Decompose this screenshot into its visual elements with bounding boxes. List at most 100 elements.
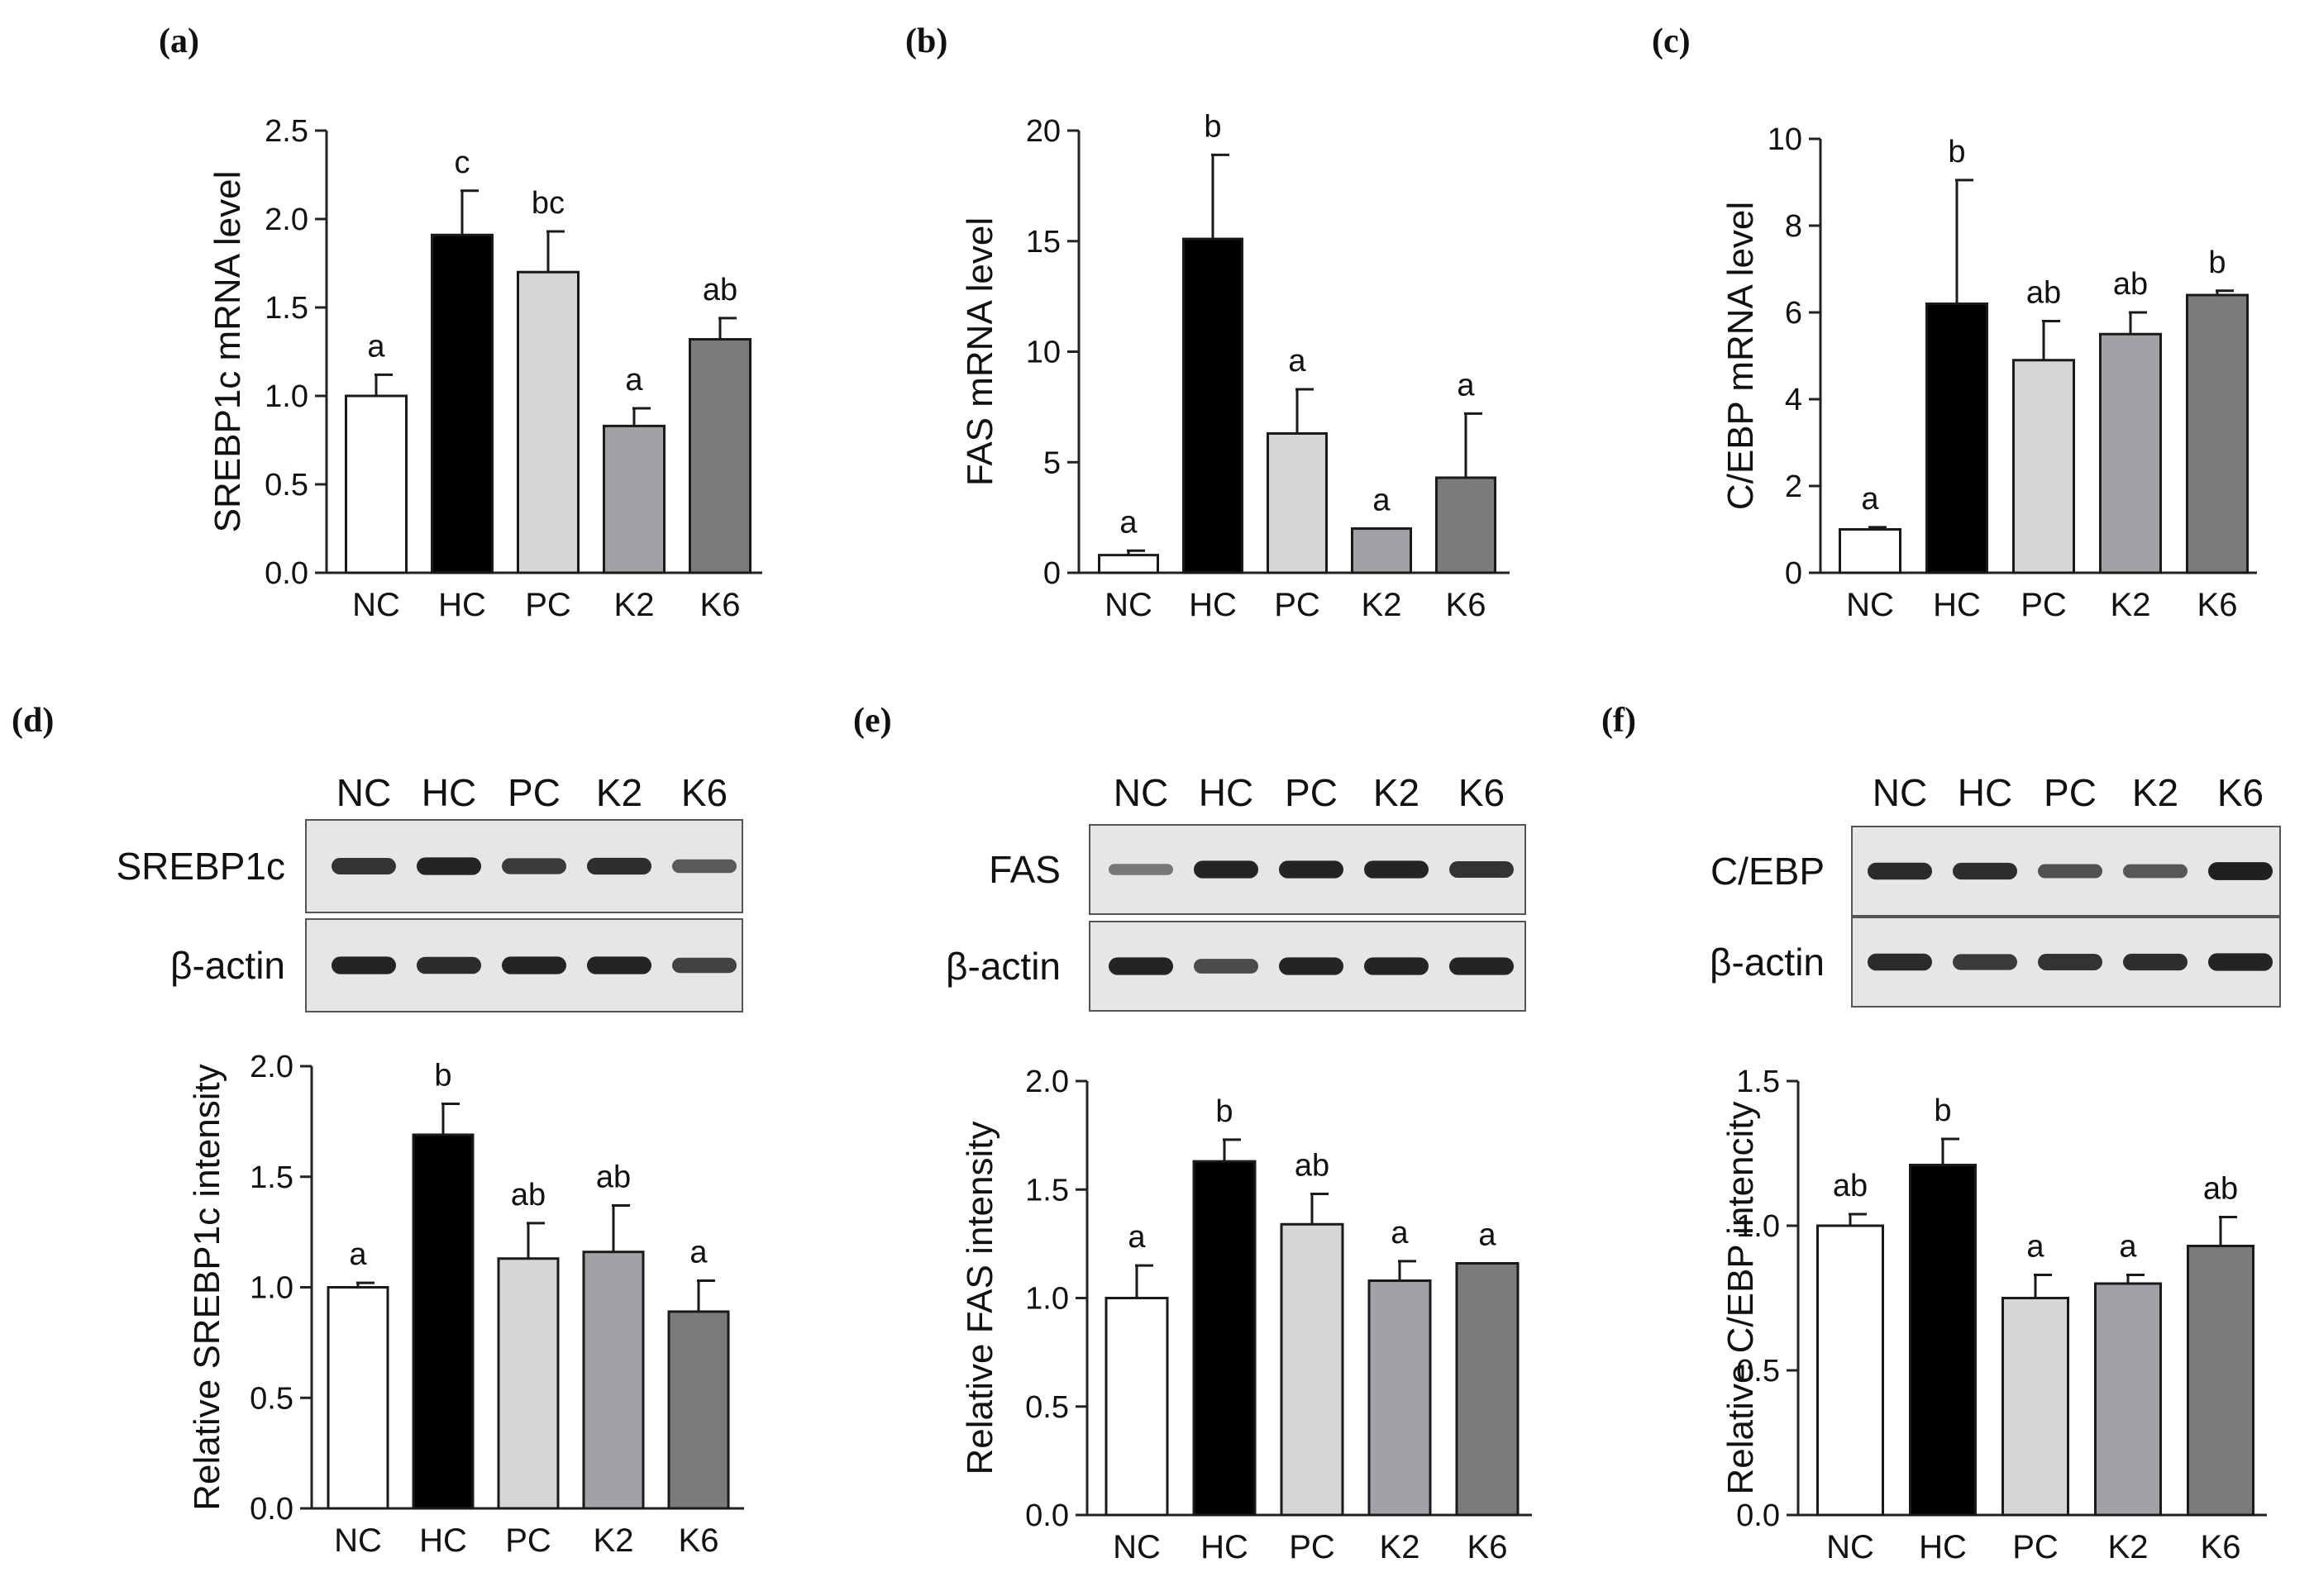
chart-e-fas-intensity: 0.0 0.5 1.0 1.5 2.0 Relative FAS intensity a NC… <box>960 1065 1532 1565</box>
blot-band-control-hc <box>1194 959 1258 974</box>
bar-k6 <box>1435 476 1496 574</box>
y-tick-label: 0.0 <box>265 556 308 591</box>
x-tick-label-nc: NC <box>334 1522 382 1559</box>
panel-letter-e: (e) <box>853 702 892 740</box>
western-blot-e: NC HC PC K2 K6 FAS β-actin <box>946 771 1526 1012</box>
significance-label-hc: b <box>1204 109 1221 144</box>
bar-hc <box>1192 1160 1257 1517</box>
blot-band-target-hc <box>1194 860 1258 879</box>
blot-lane-label-nc: NC <box>1114 771 1168 814</box>
y-tick-label: 2 <box>1785 469 1802 504</box>
blot-band-target-k2 <box>1364 860 1429 879</box>
bar-nc <box>345 394 408 574</box>
x-tick-label-pc: PC <box>1289 1529 1335 1565</box>
blot-band-target-k2 <box>2123 864 2188 879</box>
y-tick-label: 0 <box>1043 556 1061 591</box>
x-tick-label-hc: HC <box>1189 587 1237 623</box>
y-tick-label: 0.5 <box>250 1381 293 1416</box>
blot-lane-label-nc: NC <box>1873 771 1927 814</box>
blot-lane-label-k6: K6 <box>681 771 728 814</box>
significance-label-pc: bc <box>532 186 565 221</box>
blot-band-control-hc <box>1953 954 2017 970</box>
bar-nc <box>1839 528 1901 574</box>
bar-k6 <box>689 338 751 574</box>
bar-k2 <box>2094 1282 2162 1517</box>
significance-label-k6: ab <box>703 273 737 307</box>
panel-letter-c: (c) <box>1652 22 1691 60</box>
bar-pc <box>1267 431 1328 574</box>
x-tick-label-k2: K2 <box>2108 1529 2149 1565</box>
blot-band-target-pc <box>502 858 566 874</box>
blot-band-control-pc <box>1279 957 1343 975</box>
y-tick-label: 8 <box>1785 209 1802 244</box>
bar-hc <box>1909 1164 1977 1517</box>
x-tick-label-pc: PC <box>525 587 571 623</box>
y-axis-title: Relative FAS intensity <box>960 1122 1000 1475</box>
y-tick-label: 0.0 <box>1025 1498 1069 1533</box>
blot-label-target: FAS <box>989 848 1061 891</box>
blot-lane-label-nc: NC <box>336 771 391 814</box>
blot-band-control-k6 <box>1449 957 1514 975</box>
chart-a-srebp1c-mrna: 0.0 0.5 1.0 1.5 2.0 2.5 SREBP1c mRNA level a NC c… <box>208 114 762 623</box>
significance-label-hc: b <box>434 1058 451 1093</box>
panel-letter-b: (b) <box>905 22 947 60</box>
blot-lane-label-hc: HC <box>422 771 476 814</box>
x-tick-label-nc: NC <box>1113 1529 1161 1565</box>
blot-band-control-k2 <box>587 956 651 974</box>
significance-label-pc: ab <box>1295 1149 1329 1184</box>
bar-k6 <box>1455 1262 1520 1517</box>
x-tick-label-hc: HC <box>1200 1529 1248 1565</box>
blot-band-control-k2 <box>2123 953 2188 971</box>
blot-band-target-k2 <box>587 857 651 875</box>
panel-letter-d: (d) <box>12 702 54 740</box>
x-tick-label-hc: HC <box>1919 1529 1967 1565</box>
x-tick-label-hc: HC <box>419 1522 467 1559</box>
bar-pc <box>2001 1297 2069 1517</box>
blot-label-control: β-actin <box>1710 941 1825 984</box>
significance-label-k2: ab <box>2113 267 2148 302</box>
bar-hc <box>1182 237 1243 574</box>
significance-label-k2: ab <box>596 1160 631 1195</box>
bar-hc <box>412 1133 475 1510</box>
y-tick-label: 0.0 <box>1736 1498 1780 1533</box>
significance-label-k6: a <box>689 1235 708 1270</box>
blot-band-control-pc <box>502 956 566 974</box>
y-tick-label: 5 <box>1043 445 1061 480</box>
x-tick-label-k2: K2 <box>594 1522 634 1559</box>
bar-k6 <box>667 1310 730 1510</box>
y-axis-title: C/EBP mRNA level <box>1720 202 1761 510</box>
significance-label-nc: a <box>367 329 385 364</box>
y-tick-label: 0.5 <box>1025 1390 1069 1425</box>
x-tick-label-hc: HC <box>1933 587 1981 623</box>
y-axis-title: SREBP1c mRNA level <box>208 171 248 533</box>
y-tick-label: 20 <box>1026 114 1061 149</box>
y-tick-label: 1.5 <box>250 1160 293 1195</box>
western-blot-d: NC HC PC K2 K6 SREBP1c β-actin <box>116 771 743 1012</box>
y-tick-label: 2.0 <box>265 202 308 237</box>
blot-band-target-k6 <box>672 859 737 874</box>
y-tick-label: 1.0 <box>1025 1282 1069 1317</box>
blot-lane-label-hc: HC <box>1199 771 1253 814</box>
blot-band-control-nc <box>1868 953 1932 971</box>
blot-band-control-hc <box>417 956 481 974</box>
blot-label-control: β-actin <box>946 945 1061 988</box>
significance-label-k6: b <box>2208 245 2226 280</box>
bar-nc <box>1105 1297 1169 1517</box>
blot-band-control-nc <box>1109 957 1173 975</box>
significance-label-hc: b <box>1934 1093 1951 1128</box>
significance-label-nc: a <box>349 1237 367 1272</box>
bar-pc <box>497 1257 560 1510</box>
y-tick-label: 0.0 <box>250 1492 293 1527</box>
x-tick-label-nc: NC <box>1105 587 1152 623</box>
blot-label-target: C/EBP <box>1710 850 1825 893</box>
blot-band-control-nc <box>332 956 396 974</box>
panel-letter-f: (f) <box>1601 702 1636 740</box>
blot-band-target-nc <box>332 858 396 874</box>
y-axis-title: Relative SREBP1c intensity <box>187 1064 227 1510</box>
x-tick-label-pc: PC <box>505 1522 551 1559</box>
bar-k6 <box>2187 1245 2254 1517</box>
x-tick-label-pc: PC <box>2021 587 2067 623</box>
blot-label-control: β-actin <box>170 944 285 987</box>
blot-lane-label-k2: K2 <box>596 771 642 814</box>
x-tick-label-k2: K2 <box>614 587 655 623</box>
